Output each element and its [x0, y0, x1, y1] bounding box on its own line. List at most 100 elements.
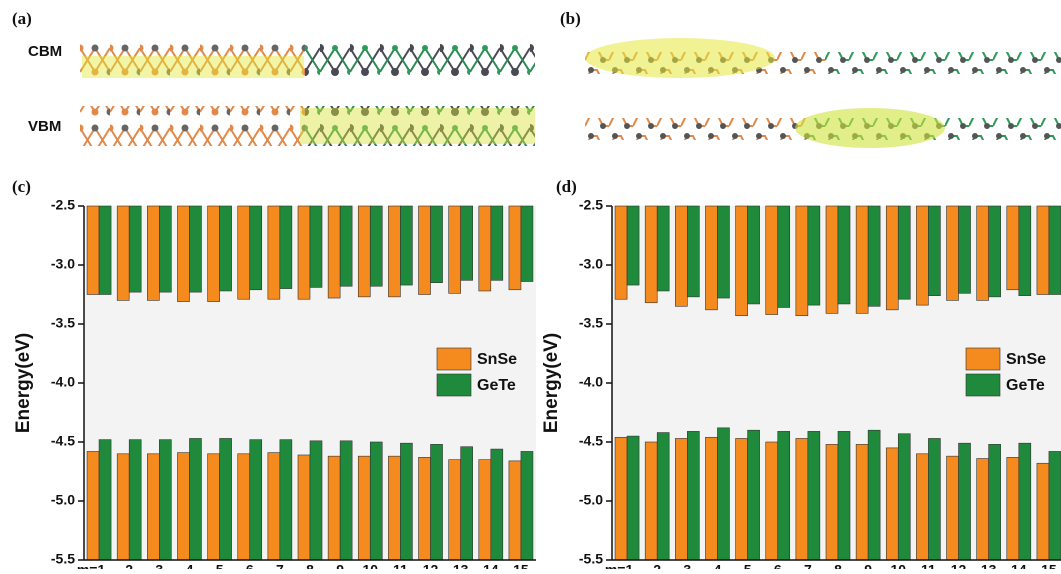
- x-tick-label: 4: [186, 562, 194, 569]
- x-tick-label: 13: [981, 562, 997, 569]
- x-tick-label: 8: [834, 562, 842, 569]
- x-tick-label: 9: [336, 562, 344, 569]
- y-tick-label: -3.0: [51, 256, 75, 272]
- bar: [298, 206, 310, 299]
- legend-swatch: [966, 348, 1000, 370]
- bar: [796, 438, 808, 560]
- y-tick-label: -5.5: [51, 551, 75, 567]
- bar: [796, 206, 808, 316]
- bar: [1049, 451, 1061, 560]
- bar: [87, 451, 99, 560]
- bar: [238, 454, 250, 560]
- x-tick-label: 10: [890, 562, 906, 569]
- y-axis-title: Energy(eV): [13, 333, 34, 433]
- bar: [675, 438, 687, 560]
- bar: [838, 206, 850, 304]
- bar: [208, 206, 220, 302]
- x-tick-label: 7: [804, 562, 812, 569]
- y-tick-label: -4.5: [51, 433, 75, 449]
- bar: [717, 206, 729, 298]
- bar: [766, 206, 778, 315]
- bar: [99, 440, 111, 560]
- row-label: VBM: [28, 118, 61, 135]
- bar: [117, 454, 129, 560]
- x-tick-label: 11: [921, 562, 936, 569]
- x-tick-label: m=1: [605, 562, 634, 569]
- panel-label: (c): [12, 177, 31, 196]
- x-tick-label: 5: [216, 562, 224, 569]
- x-tick-label: 11: [393, 562, 408, 569]
- bar: [129, 440, 141, 560]
- bar: [838, 431, 850, 560]
- bar: [159, 206, 171, 292]
- bar: [1007, 457, 1019, 560]
- x-tick-label: 5: [744, 562, 752, 569]
- bar: [1037, 463, 1049, 560]
- x-tick-label: 13: [453, 562, 469, 569]
- y-tick-label: -4.0: [51, 374, 75, 390]
- y-axis-title: Energy(eV): [541, 333, 562, 433]
- bar: [947, 206, 959, 300]
- x-tick-label: 9: [864, 562, 872, 569]
- bar: [310, 441, 322, 560]
- y-tick-label: -5.5: [579, 551, 603, 567]
- bar: [657, 206, 669, 291]
- bar: [808, 431, 820, 560]
- bar: [615, 206, 627, 299]
- bar: [461, 206, 473, 280]
- bar: [220, 206, 232, 291]
- x-tick-label: 14: [483, 562, 499, 569]
- x-tick-label: 6: [246, 562, 254, 569]
- legend-label: GeTe: [1006, 377, 1045, 394]
- y-tick-label: -5.0: [51, 492, 75, 508]
- panel-label: (b): [560, 9, 581, 28]
- bar: [388, 456, 400, 560]
- bar: [310, 206, 322, 287]
- x-tick-label: 8: [306, 562, 314, 569]
- x-tick-label: 14: [1011, 562, 1027, 569]
- bar: [87, 206, 99, 295]
- x-tick-label: 2: [125, 562, 133, 569]
- bar: [977, 459, 989, 560]
- bar: [959, 206, 971, 293]
- bar: [268, 453, 280, 560]
- bar: [1007, 206, 1019, 290]
- legend-swatch: [966, 374, 1000, 396]
- legend-swatch: [437, 374, 471, 396]
- y-tick-label: -2.5: [579, 197, 603, 213]
- bar: [400, 206, 412, 285]
- bar: [298, 455, 310, 560]
- bar: [449, 460, 461, 560]
- bar: [129, 206, 141, 292]
- bar: [916, 454, 928, 560]
- bar: [99, 206, 111, 295]
- bar: [449, 206, 461, 293]
- bar: [687, 431, 699, 560]
- bar: [177, 206, 189, 302]
- structure-a: [80, 36, 535, 146]
- bar: [645, 442, 657, 560]
- x-tick-label: 15: [1041, 562, 1057, 569]
- bar: [898, 434, 910, 560]
- y-tick-label: -3.5: [51, 315, 75, 331]
- bar: [1037, 206, 1049, 295]
- bar: [826, 206, 838, 313]
- bar: [358, 206, 370, 297]
- bar: [491, 449, 503, 560]
- bar: [868, 206, 880, 306]
- bar: [521, 451, 533, 560]
- y-tick-label: -3.0: [579, 256, 603, 272]
- y-tick-label: -3.5: [579, 315, 603, 331]
- bar: [370, 206, 382, 286]
- bar: [886, 448, 898, 560]
- bar: [400, 443, 412, 560]
- bar: [766, 442, 778, 560]
- bar: [959, 443, 971, 560]
- bar: [431, 206, 443, 283]
- bar: [328, 206, 340, 298]
- x-tick-label: 3: [683, 562, 691, 569]
- structure-b: [585, 38, 1061, 148]
- bar: [736, 438, 748, 560]
- bar: [280, 440, 292, 560]
- bar: [238, 206, 250, 299]
